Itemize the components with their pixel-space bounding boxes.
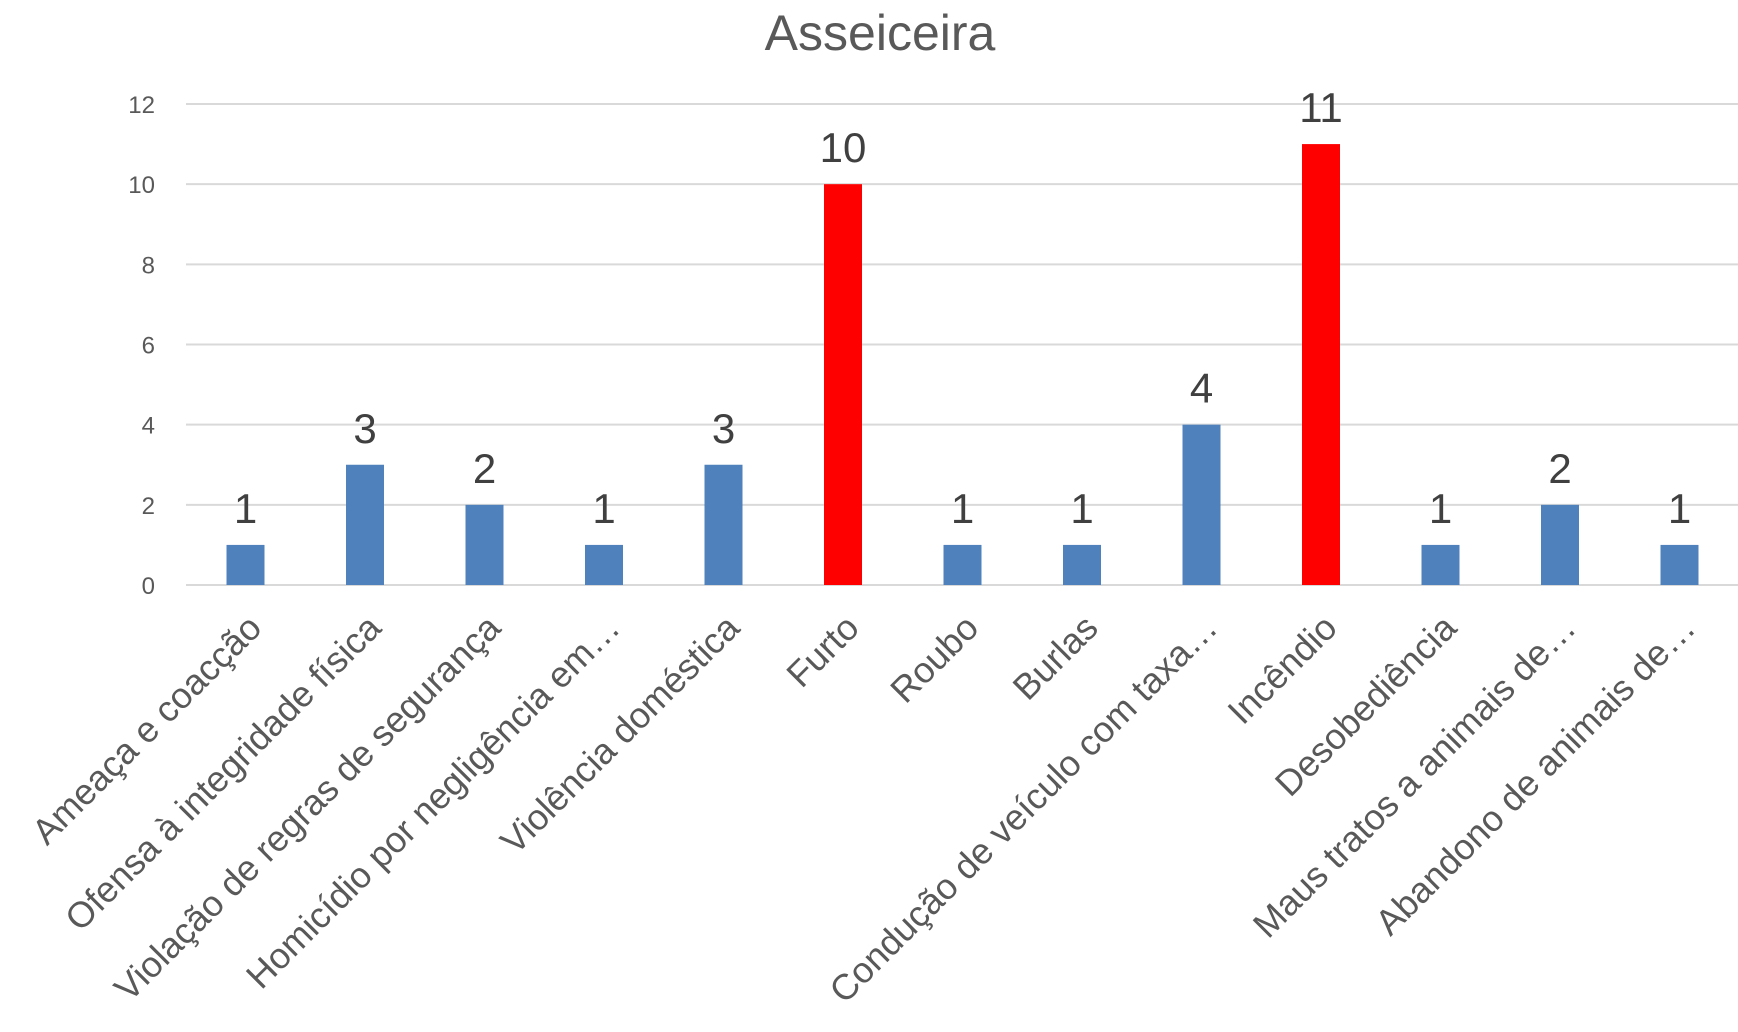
data-label: 3	[353, 405, 376, 452]
data-label: 2	[1548, 445, 1571, 492]
bar	[585, 544, 623, 585]
x-tick-label: Roubo	[882, 607, 986, 711]
bar	[226, 544, 265, 585]
data-label: 1	[234, 485, 257, 532]
y-tick-label: 6	[142, 333, 155, 360]
y-axis-ticks: 0 2 4 6 8 10 12	[128, 92, 155, 600]
data-label: 3	[712, 405, 735, 452]
y-tick-label: 12	[128, 92, 155, 119]
bar	[1660, 544, 1699, 585]
x-tick-label: Incêndio	[1219, 607, 1344, 732]
bar	[824, 184, 862, 585]
data-label: 1	[592, 485, 615, 532]
data-label: 1	[1668, 485, 1691, 532]
bar	[1421, 544, 1460, 585]
bar	[943, 544, 982, 585]
y-tick-label: 8	[142, 252, 155, 279]
bar	[1302, 144, 1340, 586]
x-tick-label: Ameaça e coacção	[24, 607, 269, 852]
bar	[704, 464, 743, 585]
x-tick-label: Furto	[778, 607, 866, 695]
data-label: 10	[820, 124, 867, 171]
bars	[226, 144, 1699, 586]
data-label: 1	[1070, 485, 1093, 532]
bar	[346, 464, 384, 585]
y-tick-label: 4	[142, 413, 155, 440]
y-tick-label: 10	[128, 172, 155, 199]
y-tick-label: 2	[142, 493, 155, 520]
bar	[1541, 504, 1579, 585]
bar	[1063, 544, 1101, 585]
data-label: 1	[1429, 485, 1452, 532]
y-tick-label: 0	[142, 573, 155, 600]
bar	[465, 504, 504, 585]
bar	[1182, 424, 1221, 585]
data-label: 2	[473, 445, 496, 492]
data-label: 1	[951, 485, 974, 532]
chart-title: Asseiceira	[765, 5, 996, 61]
gridlines	[186, 103, 1738, 586]
data-label: 4	[1190, 365, 1213, 412]
x-tick-label: Burlas	[1005, 607, 1106, 708]
x-tick-label: Violência doméstica	[492, 606, 748, 862]
data-label: 11	[1299, 84, 1343, 131]
